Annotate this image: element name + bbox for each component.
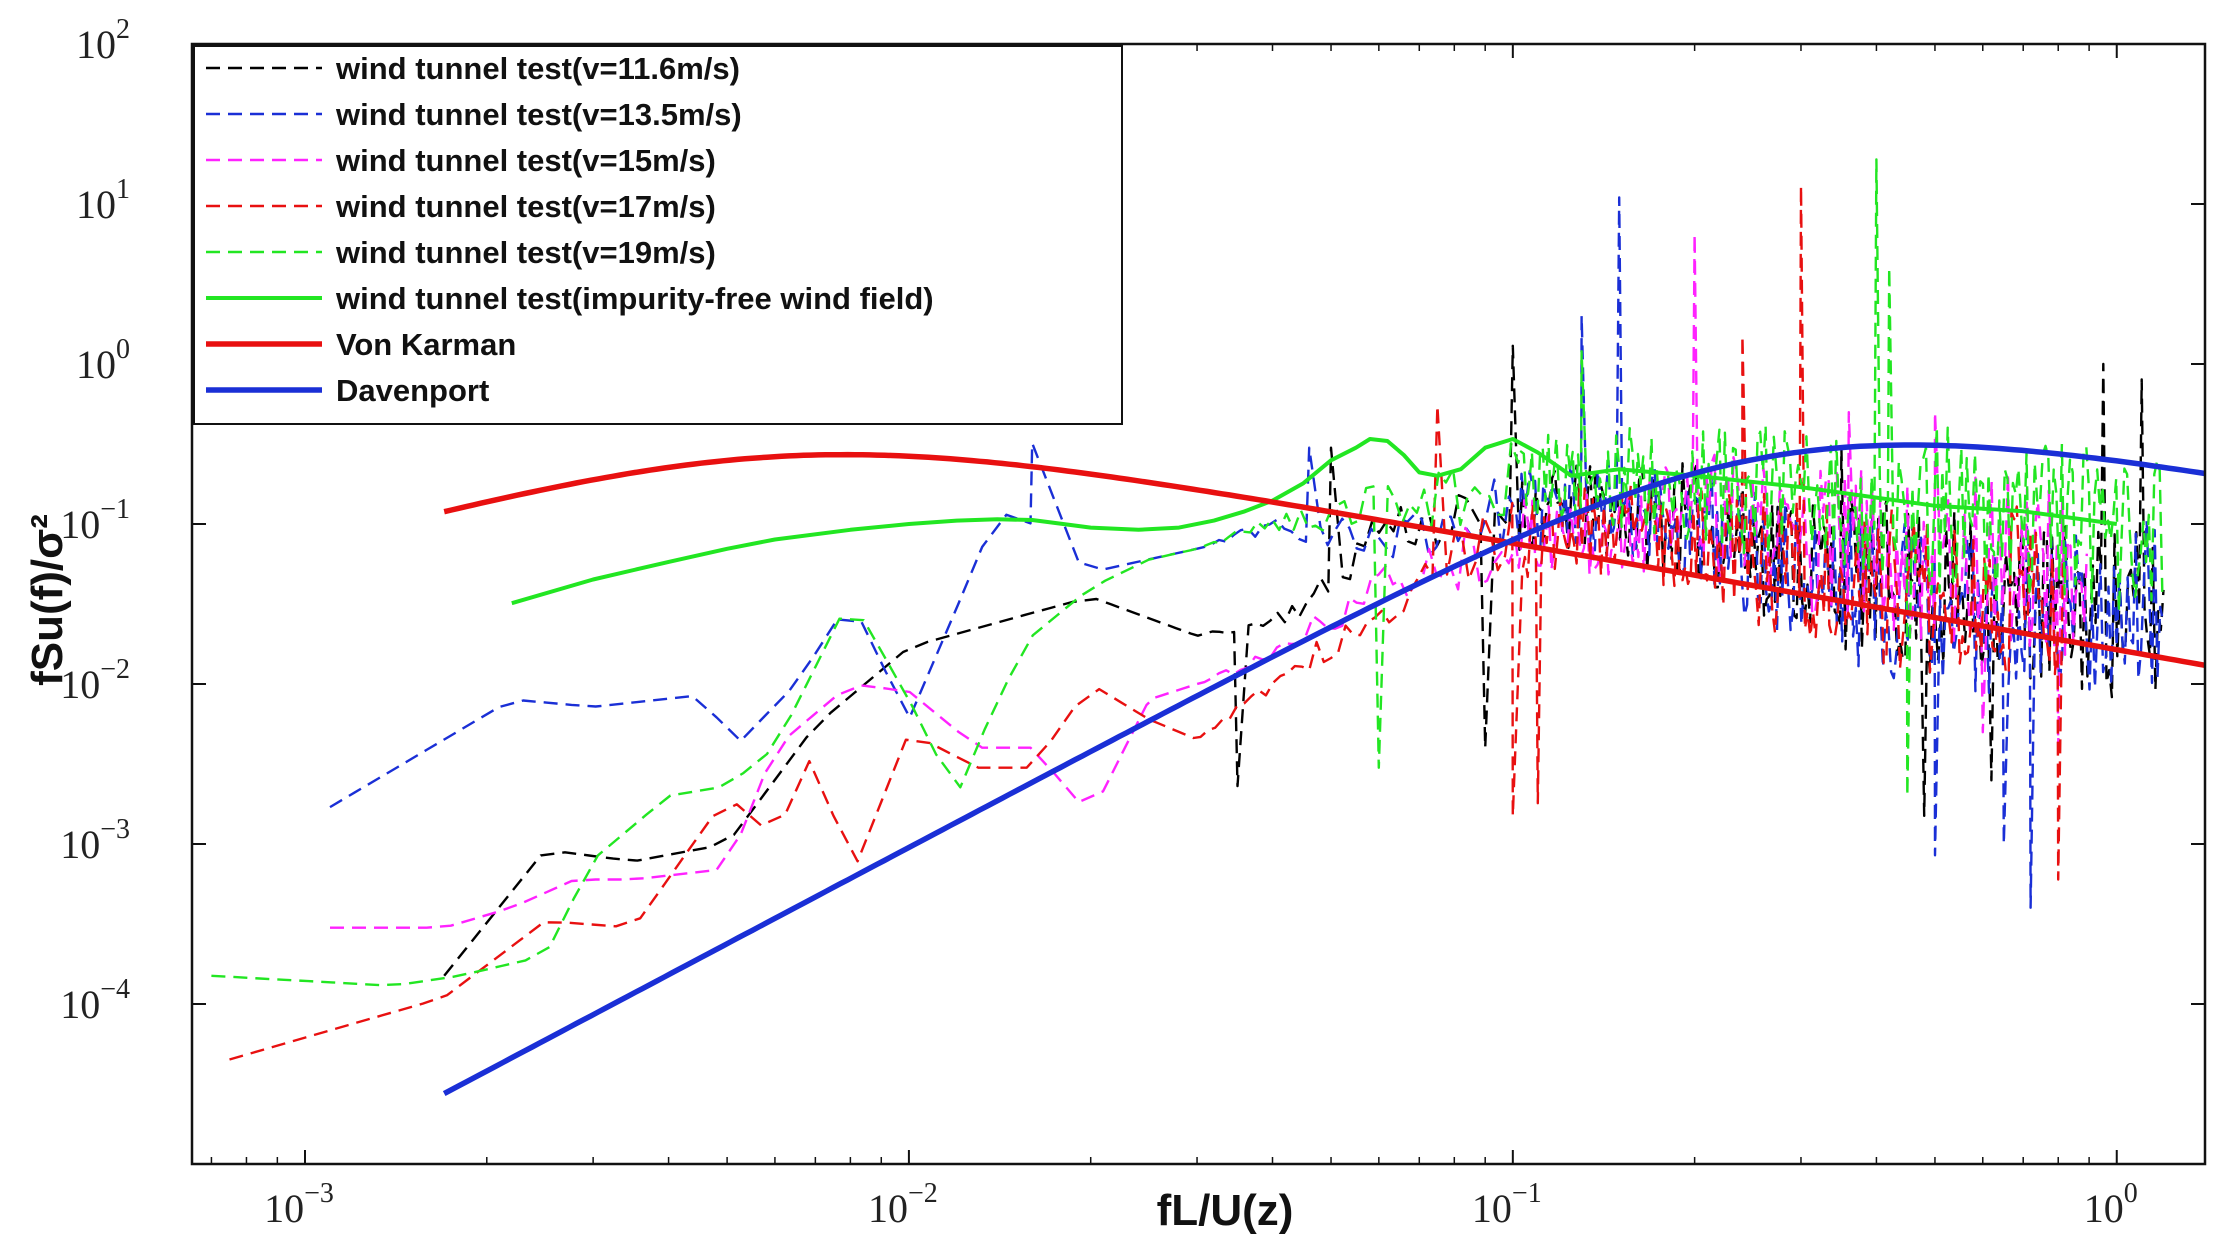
y-tick-label: 102 [76, 14, 130, 67]
legend-label-von-karman: Von Karman [336, 327, 516, 362]
x-tick-label: 10−3 [264, 1178, 334, 1231]
legend-label-wind-tunnel-test-v-13-5m-s: wind tunnel test(v=13.5m/s) [335, 97, 742, 132]
series-line-von-karman [443, 451, 2206, 669]
series-line-wind-tunnel-test-v-17m-s [229, 184, 2065, 1061]
legend-label-wind-tunnel-test-impurity-free-wind-field: wind tunnel test(impurity-free wind fiel… [335, 281, 934, 316]
y-tick-label: 10−4 [60, 974, 130, 1027]
legend-label-wind-tunnel-test-v-11-6m-s: wind tunnel test(v=11.6m/s) [335, 51, 740, 86]
y-tick-label: 100 [76, 334, 130, 387]
y-tick-label: 101 [76, 174, 130, 227]
y-axis-title: fSu(f)/σ² [23, 514, 72, 686]
tick-layer: 10−3 10−2 10−1 100 10−4 10−3 10−2 10−1 100 101 102 [60, 14, 2205, 1231]
legend-label-wind-tunnel-test-v-19m-s: wind tunnel test(v=19m/s) [335, 235, 716, 270]
x-tick-label: 10−2 [868, 1178, 938, 1231]
series-line-wind-tunnel-test-impurity-free-wind-field [511, 437, 2118, 606]
series-line-wind-tunnel-test-v-15m-s [330, 232, 2088, 929]
legend-box [193, 45, 1123, 425]
series-line-wind-tunnel-test-v-19m-s [211, 158, 2164, 987]
legend-label-davenport: Davenport [336, 373, 489, 408]
plot-frame [190, 42, 2207, 1166]
legend-label-wind-tunnel-test-v-15m-s: wind tunnel test(v=15m/s) [335, 143, 716, 178]
x-axis-title: fL/U(z) [1157, 1186, 1294, 1235]
series-layer [211, 158, 2206, 1097]
legend-label-wind-tunnel-test-v-17m-s: wind tunnel test(v=17m/s) [335, 189, 716, 224]
y-tick-label: 10−1 [60, 494, 130, 547]
series-line-davenport [442, 442, 2206, 1097]
legend: wind tunnel test(v=11.6m/s) wind tunnel t… [193, 45, 1123, 425]
y-tick-label: 10−3 [60, 814, 130, 867]
x-tick-label: 100 [2084, 1178, 2138, 1231]
x-tick-label: 10−1 [1472, 1178, 1542, 1231]
y-tick-label: 10−2 [60, 654, 130, 707]
